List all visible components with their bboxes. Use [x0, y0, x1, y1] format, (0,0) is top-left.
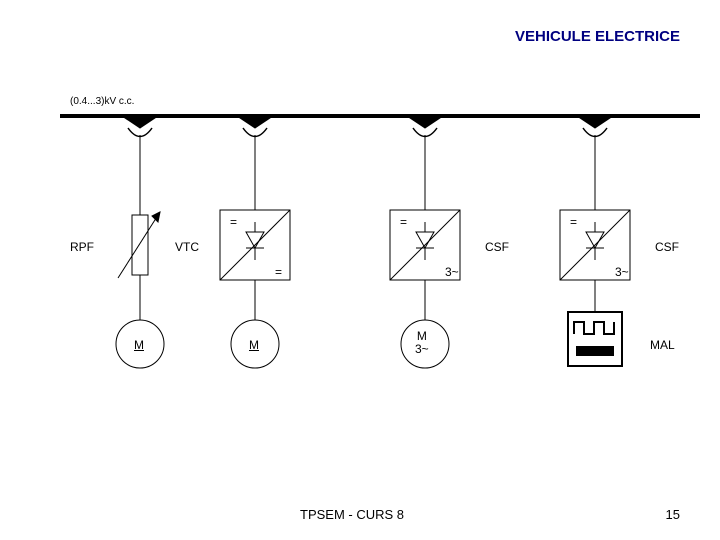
csf2-branch	[560, 210, 630, 366]
diagram-svg	[0, 0, 720, 540]
feeders	[140, 135, 595, 215]
csf1-branch	[390, 210, 460, 368]
rpf-branch	[116, 212, 164, 368]
vtc-branch	[220, 210, 290, 368]
collectors	[122, 116, 613, 137]
